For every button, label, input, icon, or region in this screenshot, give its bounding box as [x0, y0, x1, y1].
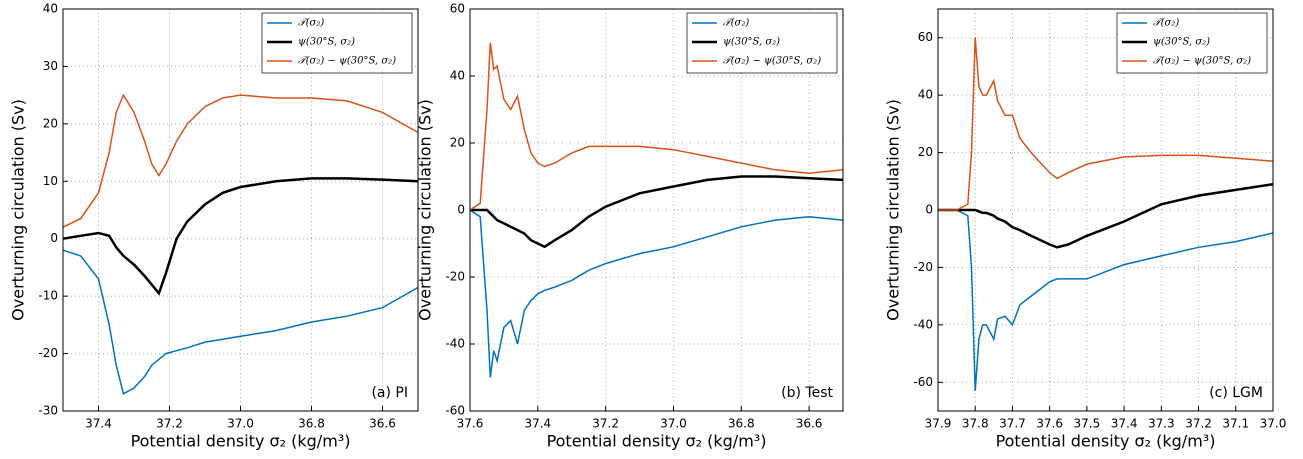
y-tick-label: -10	[38, 289, 58, 303]
legend-label: 𝒯(σ₂) − ψ(30°S, σ₂)	[1153, 56, 1251, 67]
x-tick-label: 37.6	[457, 417, 484, 431]
legend-label: ψ(30°S, σ₂)	[1153, 37, 1210, 48]
x-tick-label: 37.2	[1185, 417, 1212, 431]
x-tick-label: 37.4	[1111, 417, 1138, 431]
legend-label: 𝒯(σ₂)	[298, 18, 324, 29]
y-tick-label: -20	[38, 346, 58, 360]
x-axis-label: Potential density σ₂ (kg/m³)	[547, 432, 767, 451]
legend-label: 𝒯(σ₂)	[1153, 18, 1179, 29]
y-tick-label: 0	[457, 203, 465, 217]
y-tick-label: 0	[50, 231, 58, 245]
x-tick-label: 37.0	[227, 417, 254, 431]
y-tick-label: -60	[445, 404, 465, 418]
y-tick-label: 60	[450, 2, 465, 16]
y-tick-label: 20	[918, 145, 933, 159]
x-axis-label: Potential density σ₂ (kg/m³)	[996, 432, 1216, 451]
x-tick-label: 37.9	[925, 417, 952, 431]
x-tick-label: 36.6	[369, 417, 396, 431]
plot-frame	[937, 8, 1274, 412]
series-line	[62, 249, 419, 395]
series-line	[938, 209, 1274, 391]
x-tick-label: 37.3	[1148, 417, 1175, 431]
y-tick-label: 0	[925, 203, 933, 217]
x-tick-label: 37.2	[592, 417, 619, 431]
y-tick-label: 10	[43, 174, 58, 188]
y-tick-label: 40	[450, 69, 465, 83]
legend-label: ψ(30°S, σ₂)	[723, 37, 780, 48]
y-axis-label: Overturning circulation (Sv)	[9, 99, 28, 321]
x-tick-label: 37.7	[999, 417, 1026, 431]
annotation: (b) Test	[781, 385, 833, 401]
legend-label: 𝒯(σ₂) − ψ(30°S, σ₂)	[298, 56, 396, 67]
y-tick-label: 60	[918, 30, 933, 44]
x-tick-label: 37.1	[1222, 417, 1249, 431]
series-line	[470, 175, 844, 249]
y-axis-label: Overturning circulation (Sv)	[884, 99, 903, 321]
y-axis-label: Overturning circulation (Sv)	[416, 99, 435, 321]
y-tick-label: 20	[43, 116, 58, 130]
plot-frame	[62, 8, 419, 412]
y-tick-label: -60	[913, 375, 933, 389]
legend-label: 𝒯(σ₂) − ψ(30°S, σ₂)	[723, 56, 821, 67]
x-tick-label: 36.8	[728, 417, 755, 431]
x-axis-label: Potential density σ₂ (kg/m³)	[131, 432, 351, 451]
y-tick-label: -40	[913, 317, 933, 331]
y-tick-label: 20	[450, 136, 465, 150]
y-tick-label: 30	[43, 59, 58, 73]
annotation: (c) LGM	[1209, 385, 1263, 401]
x-tick-label: 37.0	[1260, 417, 1287, 431]
series-line	[469, 42, 844, 211]
x-tick-label: 37.6	[1036, 417, 1063, 431]
y-tick-label: -20	[445, 270, 465, 284]
annotation: (a) PI	[371, 385, 408, 401]
series-line	[938, 182, 1274, 249]
legend-label: 𝒯(σ₂)	[723, 18, 749, 29]
y-tick-label: 40	[918, 88, 933, 102]
y-tick-label: -30	[38, 404, 58, 418]
series-line	[938, 37, 1274, 211]
y-tick-label: 40	[43, 2, 58, 16]
series-line	[469, 209, 844, 378]
x-tick-label: 37.2	[156, 417, 183, 431]
x-tick-label: 36.6	[796, 417, 823, 431]
y-tick-label: -40	[445, 337, 465, 351]
y-tick-label: -20	[913, 260, 933, 274]
x-tick-label: 36.8	[298, 417, 325, 431]
x-tick-label: 37.4	[85, 417, 112, 431]
legend-label: ψ(30°S, σ₂)	[298, 37, 355, 48]
x-tick-label: 37.0	[660, 417, 687, 431]
plot-frame	[469, 8, 844, 412]
series-line	[62, 93, 419, 228]
x-tick-label: 37.5	[1074, 417, 1101, 431]
x-tick-label: 37.8	[962, 417, 989, 431]
series-line	[62, 177, 419, 296]
x-tick-label: 37.4	[524, 417, 551, 431]
